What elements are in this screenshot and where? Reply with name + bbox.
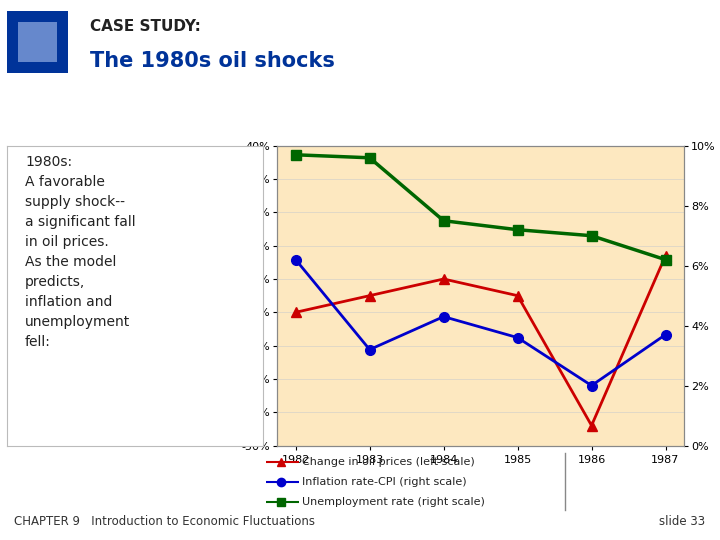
Text: slide 33: slide 33 (660, 515, 706, 528)
Text: Change in oil prices (left scale): Change in oil prices (left scale) (302, 457, 475, 467)
Bar (18, 22, 58, 62)
Text: Inflation rate-CPI (right scale): Inflation rate-CPI (right scale) (302, 477, 467, 487)
Text: CASE STUDY:: CASE STUDY: (90, 19, 201, 34)
Text: Unemployment rate (right scale): Unemployment rate (right scale) (302, 497, 485, 507)
Text: 1980s:
A favorable
supply shock--
a significant fall
in oil prices.
As the model: 1980s: A favorable supply shock-- a sign… (25, 155, 135, 349)
Text: CHAPTER 9   Introduction to Economic Fluctuations: CHAPTER 9 Introduction to Economic Fluct… (14, 515, 315, 528)
Text: The 1980s oil shocks: The 1980s oil shocks (90, 51, 335, 71)
